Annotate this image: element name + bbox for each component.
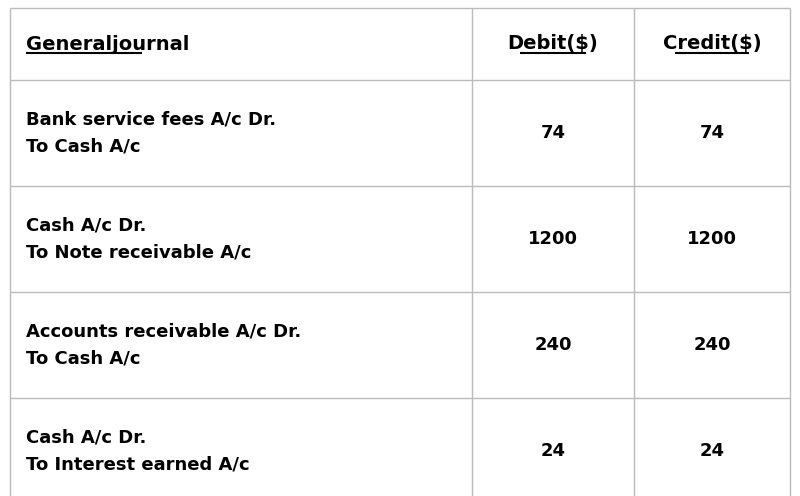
Text: Bank service fees A/c Dr.
To Cash A/c: Bank service fees A/c Dr. To Cash A/c <box>26 111 276 156</box>
Text: 24: 24 <box>541 442 566 460</box>
Text: 1200: 1200 <box>687 230 737 248</box>
Text: 74: 74 <box>541 124 566 142</box>
Text: Credit($): Credit($) <box>662 35 762 54</box>
Text: 24: 24 <box>699 442 725 460</box>
Text: 74: 74 <box>699 124 725 142</box>
Text: Cash A/c Dr.
To Interest earned A/c: Cash A/c Dr. To Interest earned A/c <box>26 429 250 474</box>
Text: 240: 240 <box>534 336 572 354</box>
Text: 1200: 1200 <box>528 230 578 248</box>
Text: Generaljournal: Generaljournal <box>26 35 190 54</box>
Text: Debit($): Debit($) <box>508 35 598 54</box>
Text: 240: 240 <box>694 336 730 354</box>
Text: Cash A/c Dr.
To Note receivable A/c: Cash A/c Dr. To Note receivable A/c <box>26 216 251 261</box>
Text: Accounts receivable A/c Dr.
To Cash A/c: Accounts receivable A/c Dr. To Cash A/c <box>26 322 302 368</box>
